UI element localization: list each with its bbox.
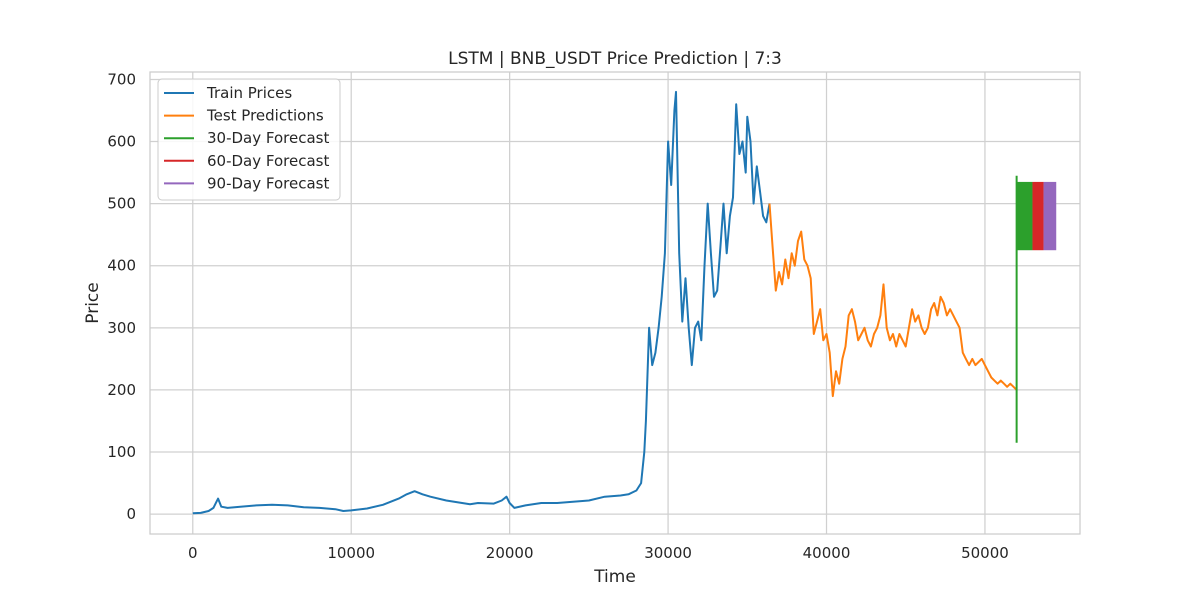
forecast-60-day-forecast-band [1032,181,1044,251]
forecast-90-day-forecast-band [1043,181,1057,251]
y-tick-label: 0 [126,505,136,523]
y-tick-label: 600 [107,133,136,151]
grid [150,72,1080,534]
y-tick-label: 400 [107,257,136,275]
tick-labels: 0 10000 20000 30000 40000 50000 0 100 200 300 400 5… [107,70,1008,562]
x-tick-label: 50000 [961,544,1009,562]
legend: Train Prices Test Predictions 30-Day Forec… [157,78,341,201]
legend-box [157,78,341,201]
y-tick-label: 200 [107,381,136,399]
legend-label-test-predictions: Test Predictions [206,107,324,125]
x-tick-label: 40000 [803,544,851,562]
x-axis-label: Time [593,567,636,587]
plot-frame [149,71,1081,535]
series-line-train-prices [192,90,771,515]
series-line-test-predictions [768,203,1018,398]
chart-title: LSTM | BNB_USDT Price Prediction | 7:3 [448,49,782,69]
legend-label-60-day-forecast: 60-Day Forecast [207,152,329,170]
y-tick-label: 500 [107,195,136,213]
legend-label-train-prices: Train Prices [206,84,292,102]
legend-label-90-day-forecast: 90-Day Forecast [207,174,329,192]
y-axis-label: Price [83,282,103,323]
forecast-30-day-forecast-band [1016,181,1033,251]
y-tick-label: 100 [107,443,136,461]
x-tick-label: 0 [188,544,198,562]
x-tick-label: 10000 [327,544,375,562]
x-tick-label: 20000 [486,544,534,562]
y-tick-label: 700 [107,70,136,88]
series-layer [192,90,1057,515]
legend-label-30-day-forecast: 30-Day Forecast [207,129,329,147]
x-tick-label: 30000 [644,544,692,562]
y-tick-label: 300 [107,319,136,337]
